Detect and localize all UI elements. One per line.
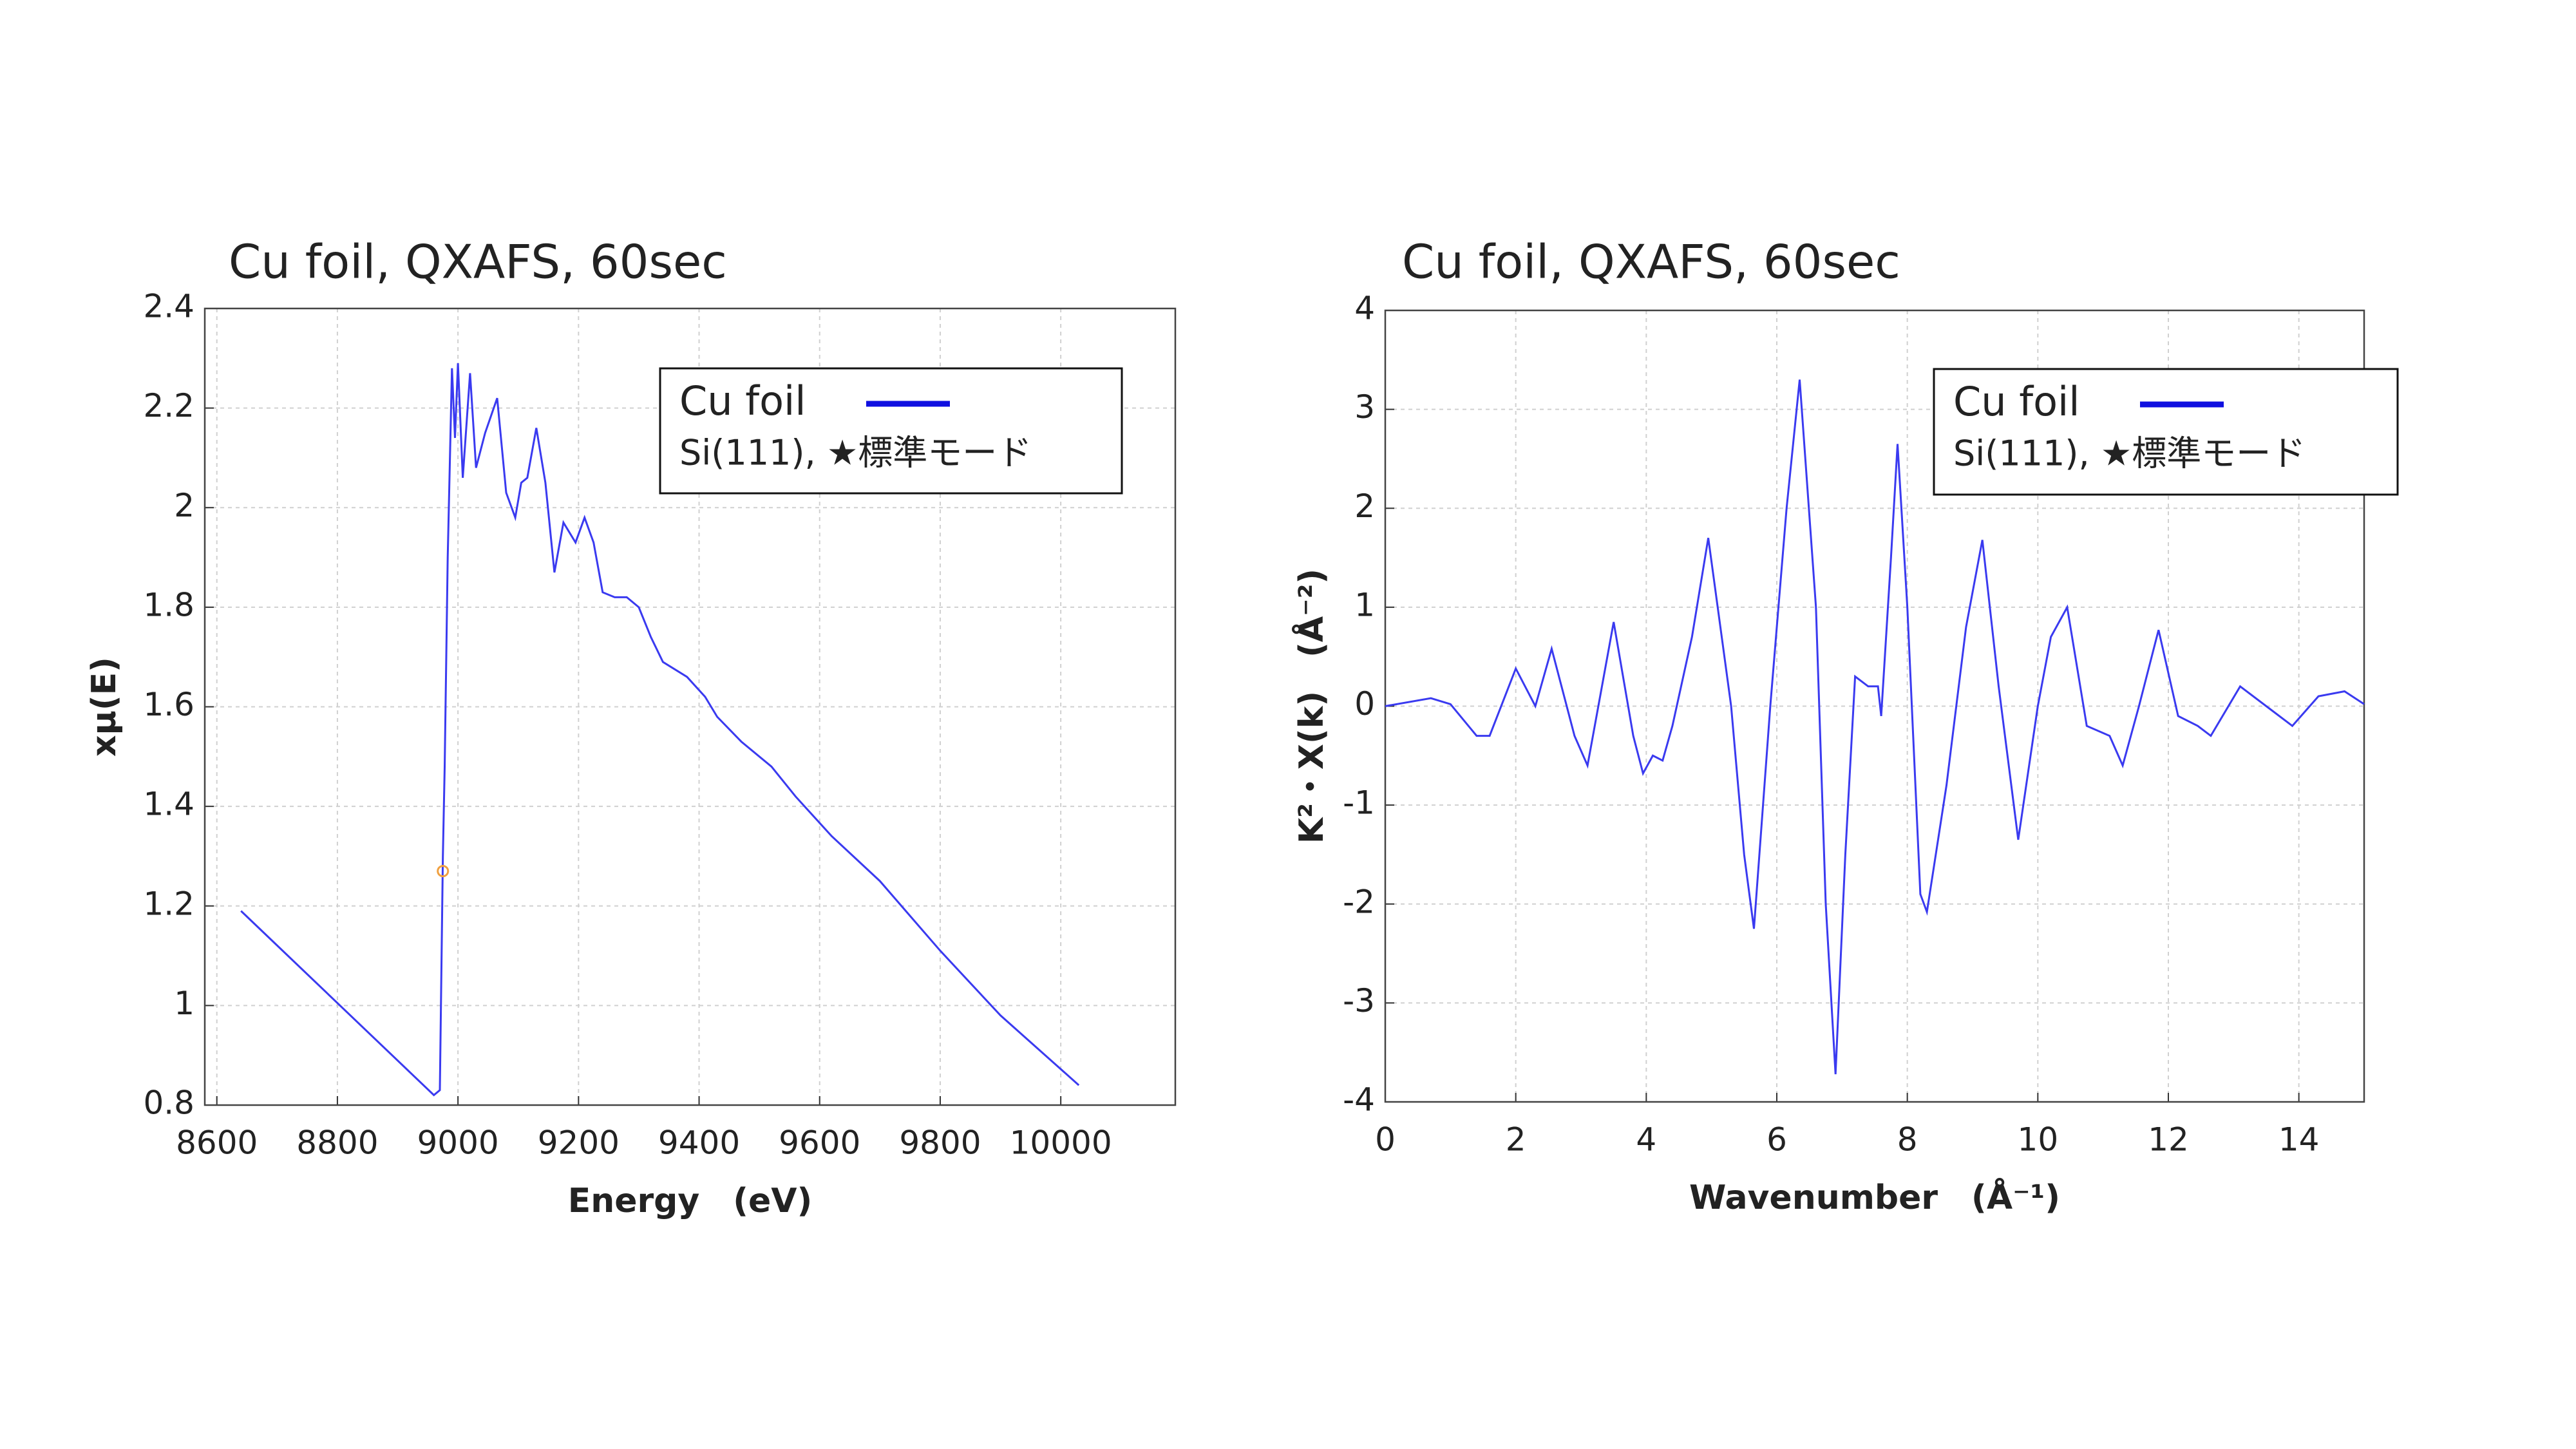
y-tick-label: 2.2 [143,387,194,424]
x-tick-label: 8600 [176,1124,258,1162]
x-tick-label: 8800 [296,1124,378,1162]
x-axis-label: Wavenumber (Å⁻¹) [1689,1178,2060,1217]
x-tick-label: 14 [2278,1121,2320,1159]
x-tick-label: 9600 [779,1124,860,1162]
legend-note: Si(111), ★標準モード [1953,433,2306,474]
chart-title: Cu foil, QXAFS, 60sec [1402,235,1900,289]
data-line [240,363,1080,1097]
y-tick-label: 4 [1354,290,1375,327]
legend-label: Cu foil [1953,378,2080,425]
legend-note: Si(111), ★標準モード [679,433,1032,473]
x-tick-label: 10 [2018,1121,2059,1159]
plot-frame [204,307,1177,1106]
y-tick-label: 1 [1354,586,1375,623]
y-tick-label: 1.8 [143,586,194,623]
x-tick-label: 9400 [658,1124,740,1162]
x-tick-label: 10000 [1010,1124,1112,1162]
y-tick-label: 1.6 [143,686,194,723]
y-tick-label: -1 [1343,784,1375,822]
legend-box [1933,368,2399,496]
x-tick-label: 9000 [417,1124,499,1162]
x-tick-label: 8 [1897,1121,1918,1159]
y-tick-label: 1 [174,985,194,1022]
legend-box [659,367,1123,495]
chart-title: Cu foil, QXAFS, 60sec [229,235,727,289]
legend-label: Cu foil [679,377,806,424]
y-tick-label: 2 [174,487,194,524]
y-tick-label: 2.4 [143,288,194,325]
x-tick-label: 2 [1506,1121,1526,1159]
y-tick-label: 1.2 [143,885,194,922]
marker [437,865,450,878]
x-tick-label: 0 [1375,1121,1396,1159]
y-axis-label: xμ(E) [85,657,124,757]
x-tick-label: 9800 [899,1124,981,1162]
y-tick-label: -4 [1343,1081,1375,1119]
y-tick-label: -3 [1343,982,1375,1019]
x-tick-label: 6 [1766,1121,1787,1159]
y-tick-label: -2 [1343,883,1375,920]
x-tick-label: 4 [1636,1121,1656,1159]
y-axis-label: K²・X(k) (Å⁻²) [1292,569,1331,844]
y-tick-label: 0.8 [143,1084,194,1122]
x-tick-label: 9200 [538,1124,620,1162]
y-tick-label: 2 [1354,488,1375,525]
data-line [1385,379,2365,1075]
x-tick-label: 12 [2148,1121,2189,1159]
y-tick-label: 1.4 [143,786,194,823]
y-tick-label: 0 [1354,685,1375,723]
x-axis-label: Energy (eV) [568,1182,813,1220]
y-tick-label: 3 [1354,388,1375,426]
